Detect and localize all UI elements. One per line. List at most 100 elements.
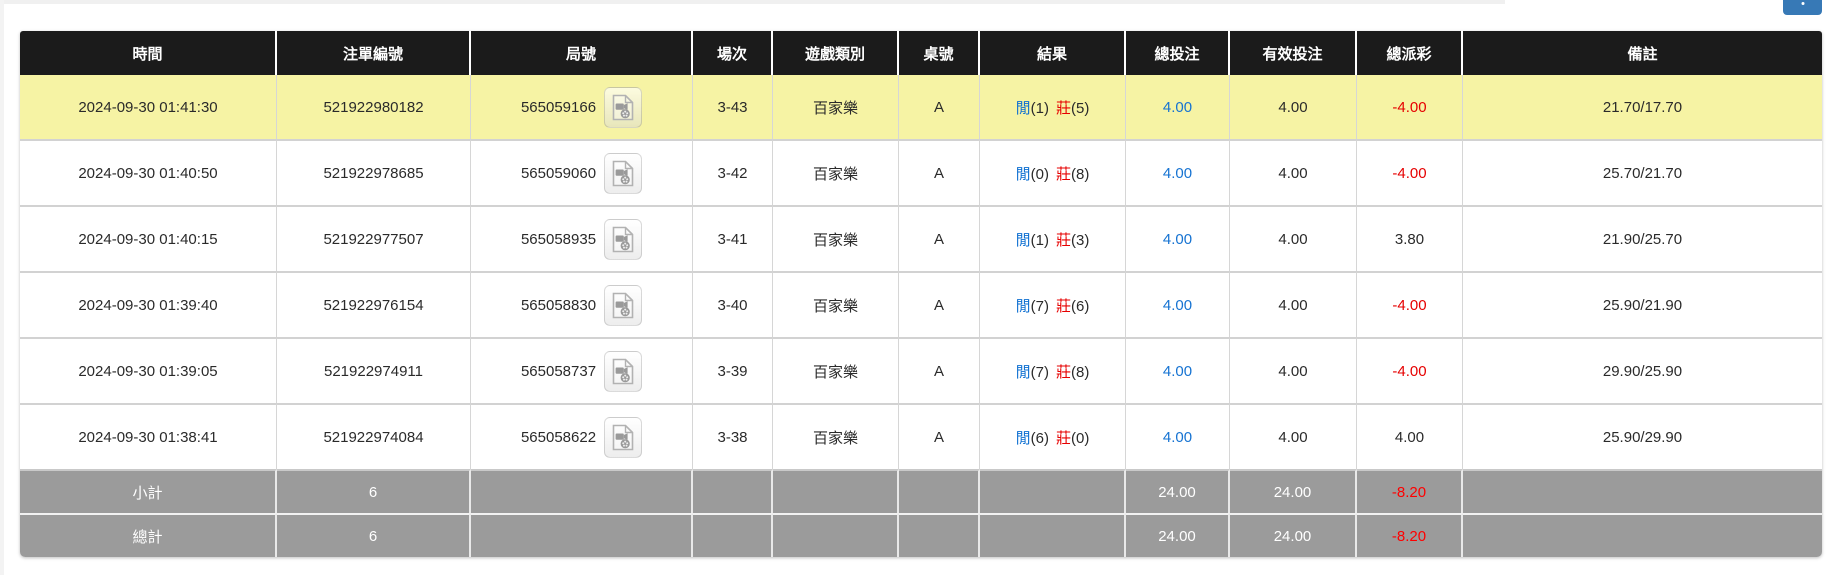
result-cell: 閒(1) 莊(5) [980,75,1126,139]
session-cell: 3-43 [693,75,773,139]
session-cell: 3-42 [693,139,773,205]
total-valid-bet: 24.00 [1230,513,1357,557]
total-bet-cell[interactable]: 4.00 [1126,139,1230,205]
col-header-round-no: 局號 [471,31,693,75]
subtotal-count: 6 [277,469,471,513]
banker-result-label: 莊 [1056,297,1072,315]
banker-result-label: 莊 [1056,429,1072,447]
table-no-cell: A [899,337,980,403]
banker-result-points: (6) [1071,297,1090,315]
video-replay-button[interactable] [604,86,643,128]
banker-result-points: (8) [1071,363,1090,381]
player-result-label: 閒 [1015,165,1031,183]
player-result-points: (6) [1030,429,1049,447]
empty-cell [693,469,773,513]
session-cell: 3-40 [693,271,773,337]
player-result-label: 閒 [1015,363,1031,381]
round-no: 565058737 [520,362,597,380]
payout-cell: 3.80 [1357,205,1463,271]
col-header-time: 時間 [20,31,277,75]
valid-bet-cell: 4.00 [1230,205,1357,271]
subtotal-label: 小計 [20,469,277,513]
remark-cell: 21.90/25.70 [1463,205,1822,271]
empty-cell [1463,469,1822,513]
bet-no-cell: 521922978685 [277,139,471,205]
total-count: 6 [277,513,471,557]
video-file-icon [612,226,634,252]
table-no-cell: A [899,271,980,337]
time-cell: 2024-09-30 01:40:50 [20,139,277,205]
table-footer: 小計 6 24.00 24.00 -8.20 總計 6 [20,469,1822,557]
player-result-label: 閒 [1015,99,1031,117]
round-no: 565059060 [520,164,597,182]
empty-cell [1463,513,1822,557]
bet-history-panel: 時間 注單編號 局號 場次 遊戲類別 桌號 結果 總投注 有效投注 總派彩 備註… [20,31,1822,557]
bet-history-table: 時間 注單編號 局號 場次 遊戲類別 桌號 結果 總投注 有效投注 總派彩 備註… [20,31,1822,557]
valid-bet-cell: 4.00 [1230,139,1357,205]
empty-cell [693,513,773,557]
video-replay-button[interactable] [604,350,643,392]
player-result-points: (7) [1030,297,1049,315]
bet-no-cell: 521922974084 [277,403,471,469]
round-no: 565058935 [520,230,597,248]
empty-cell [773,513,899,557]
total-bet-cell[interactable]: 4.00 [1126,337,1230,403]
col-header-game-type: 遊戲類別 [773,31,899,75]
video-replay-button[interactable] [604,152,643,194]
col-header-table-no: 桌號 [899,31,980,75]
player-result-label: 閒 [1015,231,1031,249]
video-replay-button[interactable] [604,284,643,326]
player-result-label: 閒 [1015,297,1031,315]
total-bet-cell[interactable]: 4.00 [1126,271,1230,337]
round-no-cell: 565058737 [471,337,693,403]
empty-cell [899,469,980,513]
subtotal-valid-bet: 24.00 [1230,469,1357,513]
bet-no-cell: 521922974911 [277,337,471,403]
payout-cell: 4.00 [1357,403,1463,469]
payout-cell: -4.00 [1357,139,1463,205]
remark-cell: 25.90/29.90 [1463,403,1822,469]
empty-cell [899,513,980,557]
banker-result-label: 莊 [1056,231,1072,249]
result-cell: 閒(1) 莊(3) [980,205,1126,271]
col-header-total-payout: 總派彩 [1357,31,1463,75]
round-no-cell: 565059060 [471,139,693,205]
table-row: 2024-09-30 01:40:50 521922978685 5650590… [20,139,1822,205]
col-header-valid-bet: 有效投注 [1230,31,1357,75]
session-cell: 3-41 [693,205,773,271]
top-divider [0,0,1505,4]
game-type-cell: 百家樂 [773,139,899,205]
time-cell: 2024-09-30 01:39:40 [20,271,277,337]
banker-result-points: (5) [1071,99,1090,117]
game-type-cell: 百家樂 [773,75,899,139]
table-row: 2024-09-30 01:40:15 521922977507 5650589… [20,205,1822,271]
remark-cell: 21.70/17.70 [1463,75,1822,139]
video-replay-button[interactable] [604,416,643,458]
banker-result-label: 莊 [1056,363,1072,381]
total-bet-cell[interactable]: 4.00 [1126,75,1230,139]
subtotal-row: 小計 6 24.00 24.00 -8.20 [20,469,1822,513]
valid-bet-cell: 4.00 [1230,271,1357,337]
table-row: 2024-09-30 01:38:41 521922974084 5650586… [20,403,1822,469]
result-cell: 閒(7) 莊(6) [980,271,1126,337]
game-type-cell: 百家樂 [773,337,899,403]
col-header-remark: 備註 [1463,31,1822,75]
scroll-top-button[interactable] [1783,0,1822,15]
video-replay-button[interactable] [604,218,643,260]
subtotal-payout: -8.20 [1357,469,1463,513]
remark-cell: 29.90/25.90 [1463,337,1822,403]
result-cell: 閒(0) 莊(8) [980,139,1126,205]
empty-cell [980,469,1126,513]
round-no-cell: 565058830 [471,271,693,337]
banker-result-points: (8) [1071,165,1090,183]
total-payout: -8.20 [1357,513,1463,557]
total-bet-cell[interactable]: 4.00 [1126,205,1230,271]
game-type-cell: 百家樂 [773,271,899,337]
valid-bet-cell: 4.00 [1230,403,1357,469]
empty-cell [471,513,693,557]
table-no-cell: A [899,75,980,139]
total-bet-cell[interactable]: 4.00 [1126,403,1230,469]
player-result-points: (1) [1030,231,1049,249]
round-no-cell: 565058935 [471,205,693,271]
payout-cell: -4.00 [1357,337,1463,403]
